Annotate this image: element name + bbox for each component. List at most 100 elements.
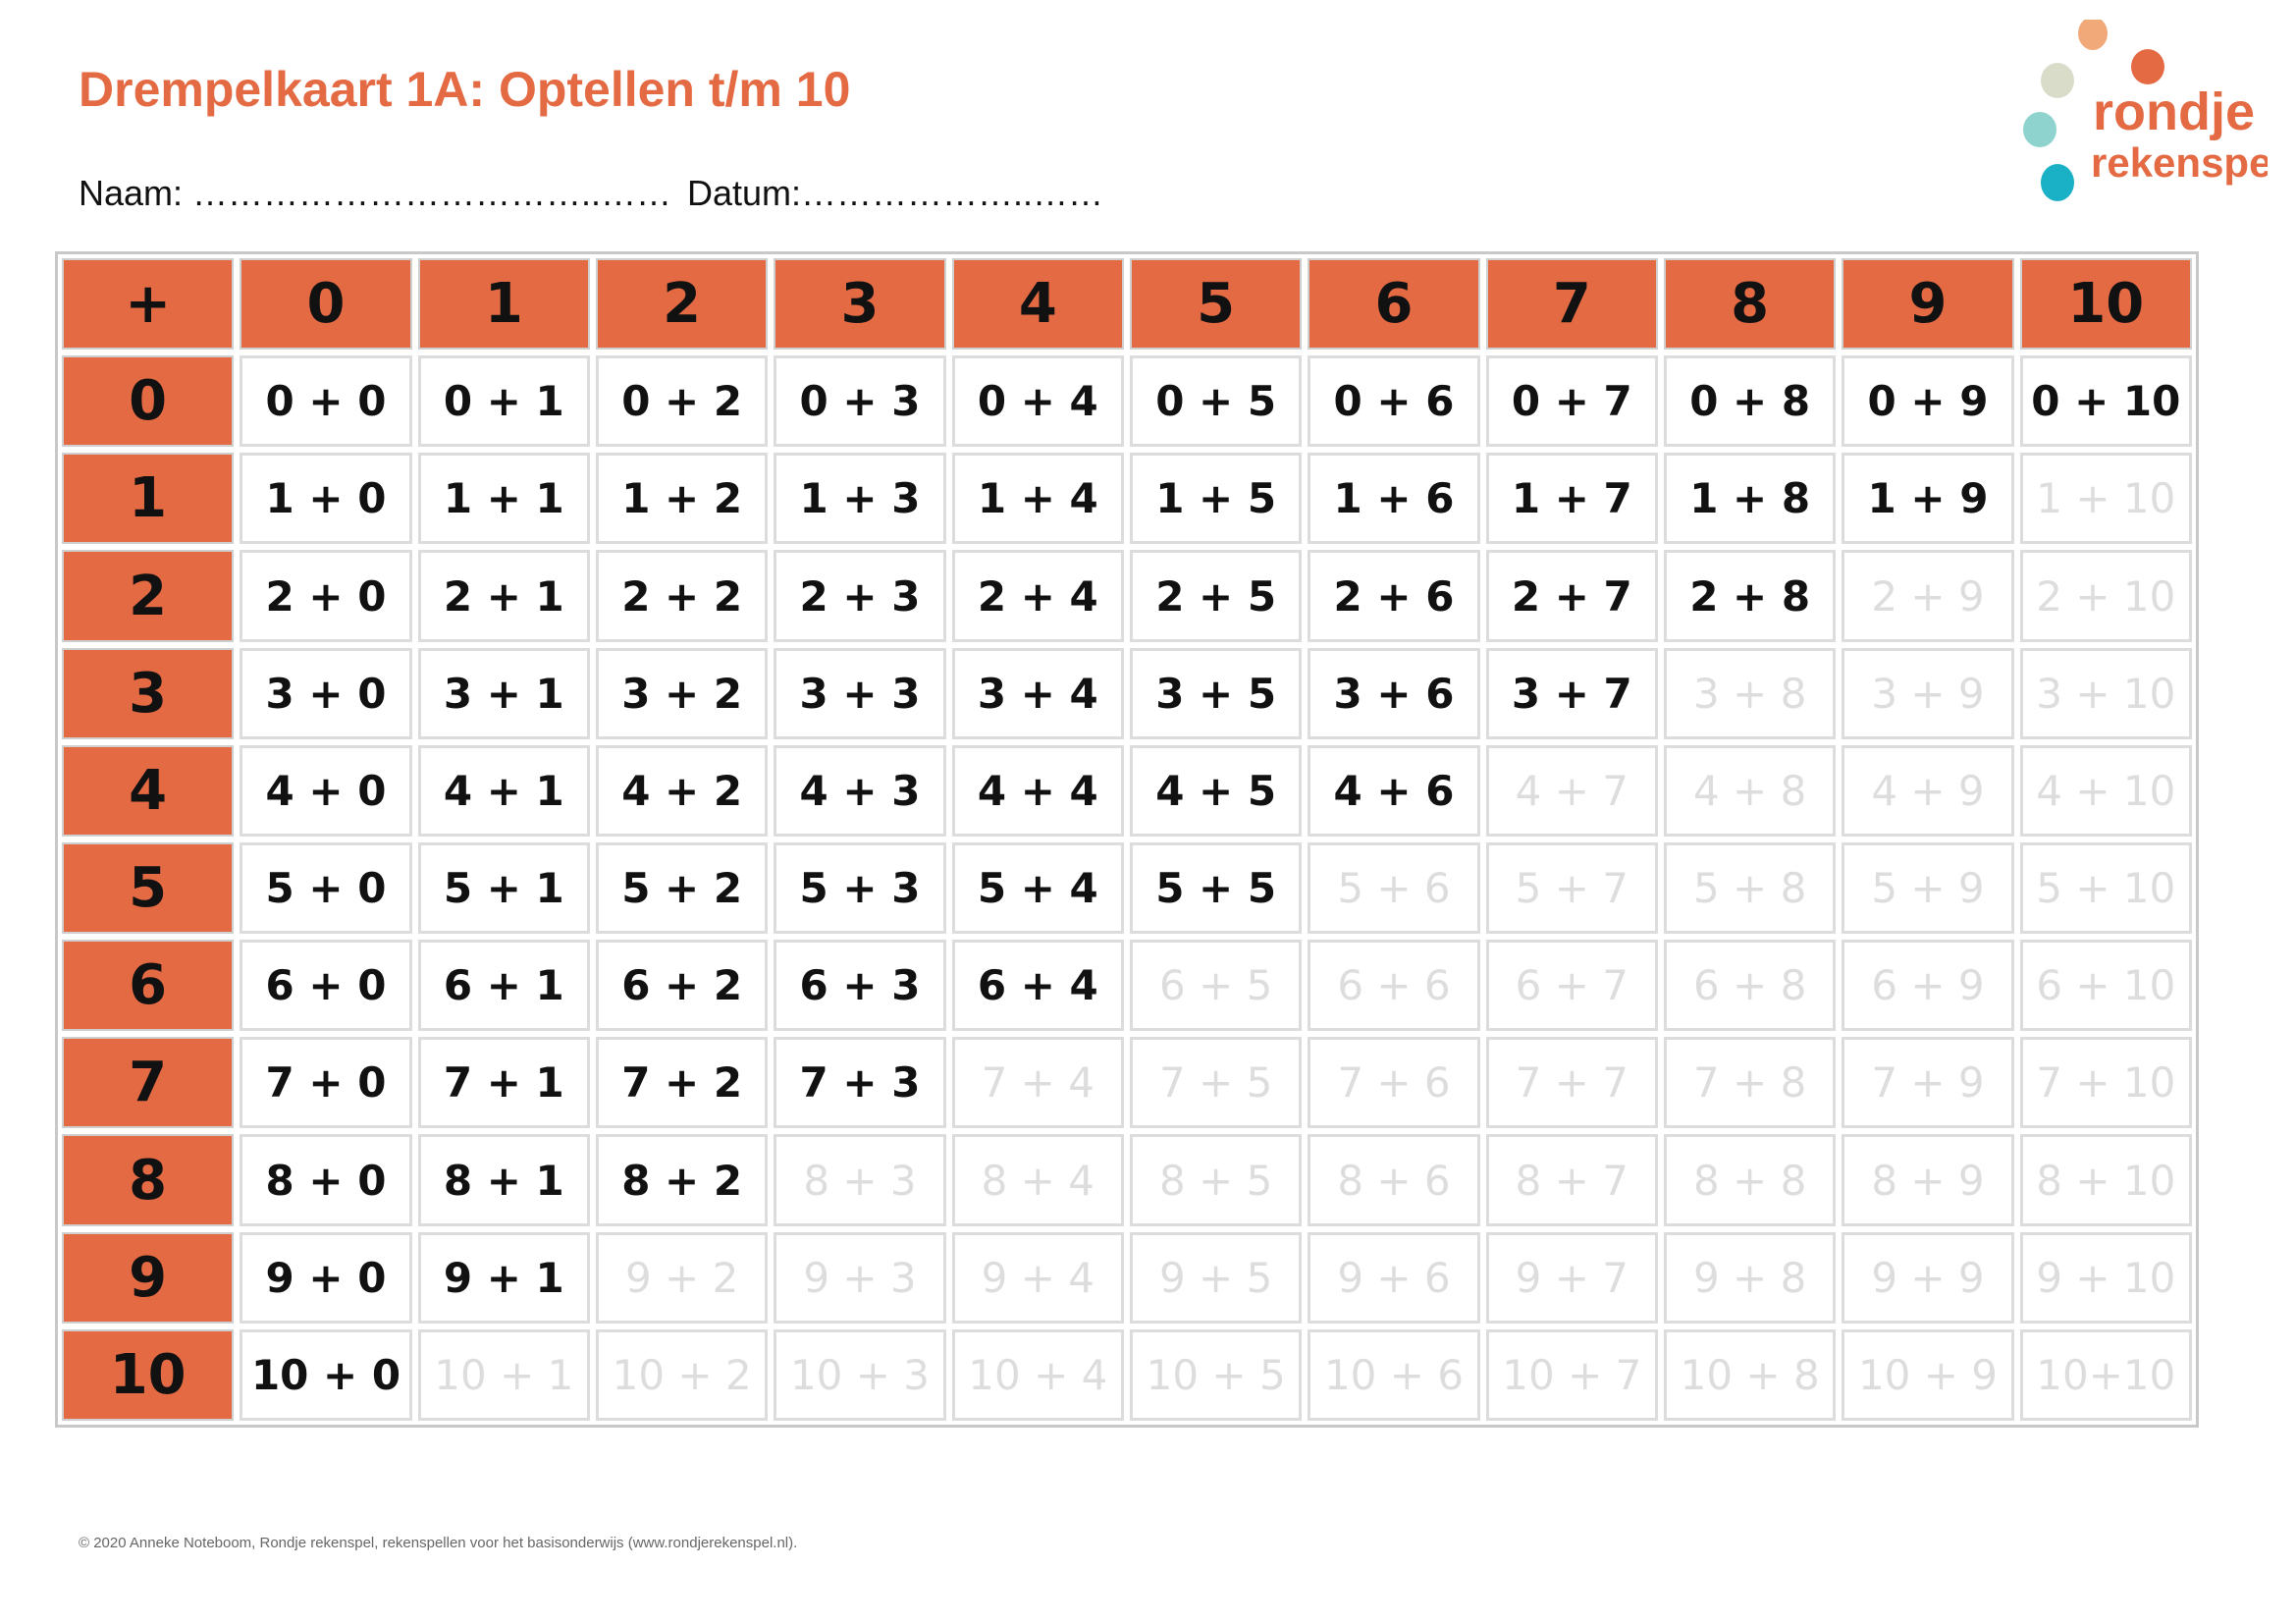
sum-cell-active: 0 + 1	[417, 355, 590, 448]
sum-cell-active: 1 + 1	[417, 453, 590, 545]
sum-cell-active: 2 + 2	[595, 550, 769, 642]
sum-cell-active: 3 + 7	[1485, 647, 1658, 739]
sum-cell-faded: 4 + 7	[1485, 744, 1658, 837]
sum-cell-faded: 7 + 9	[1842, 1037, 2014, 1129]
sum-cell-active: 5 + 0	[240, 841, 412, 935]
name-date-fields: Naam: ……………………………..…… Datum:………………..……	[79, 173, 1103, 214]
sum-cell-faded: 8 + 5	[1129, 1134, 1303, 1226]
sum-cell-faded: 3 + 8	[1663, 647, 1837, 739]
sum-cell-faded: 9 + 2	[595, 1231, 769, 1324]
column-header: 4	[951, 258, 1124, 351]
sum-cell-active: 4 + 6	[1308, 744, 1480, 837]
sum-cell-faded: 2 + 9	[1842, 550, 2014, 642]
page-title: Drempelkaart 1A: Optellen t/m 10	[79, 62, 851, 117]
row-header: 4	[62, 744, 235, 837]
sum-cell-faded: 7 + 5	[1129, 1037, 1303, 1129]
sum-cell-active: 1 + 4	[951, 453, 1124, 545]
logo-dot-beige	[2041, 63, 2074, 98]
sum-cell-active: 5 + 4	[951, 841, 1124, 935]
sum-cell-faded: 8 + 3	[774, 1134, 946, 1226]
sum-cell-active: 5 + 5	[1129, 841, 1303, 935]
row-header: 3	[62, 647, 235, 739]
sum-cell-active: 0 + 9	[1842, 355, 2014, 448]
sum-cell-active: 1 + 6	[1308, 453, 1480, 545]
sum-cell-faded: 9 + 9	[1842, 1231, 2014, 1324]
sum-cell-active: 4 + 3	[774, 744, 946, 837]
sum-cell-active: 0 + 3	[774, 355, 946, 448]
sum-cell-faded: 9 + 3	[774, 1231, 946, 1324]
sum-cell-active: 1 + 0	[240, 453, 412, 545]
sum-cell-active: 6 + 4	[951, 940, 1124, 1032]
column-header: 8	[1663, 258, 1837, 351]
row-header: 5	[62, 841, 235, 935]
row-header: 8	[62, 1134, 235, 1226]
row-header: 2	[62, 550, 235, 642]
logo-dot-teal	[2041, 164, 2074, 201]
sum-cell-active: 3 + 4	[951, 647, 1124, 739]
column-header: 10	[2019, 258, 2192, 351]
sum-cell-active: 7 + 1	[417, 1037, 590, 1129]
sum-cell-active: 1 + 8	[1663, 453, 1837, 545]
column-header: 3	[774, 258, 946, 351]
logo-dot-mint	[2023, 112, 2056, 147]
sum-cell-faded: 8 + 8	[1663, 1134, 1837, 1226]
sum-cell-faded: 9 + 10	[2019, 1231, 2192, 1324]
sum-cell-active: 4 + 1	[417, 744, 590, 837]
column-header: 7	[1485, 258, 1658, 351]
sum-cell-active: 3 + 1	[417, 647, 590, 739]
sum-cell-faded: 7 + 8	[1663, 1037, 1837, 1129]
sum-cell-active: 10 + 0	[240, 1328, 412, 1421]
naam-field: Naam: ……………………………..……	[79, 173, 672, 213]
sum-cell-faded: 4 + 9	[1842, 744, 2014, 837]
sum-cell-faded: 3 + 10	[2019, 647, 2192, 739]
sum-cell-active: 3 + 2	[595, 647, 769, 739]
sum-cell-faded: 8 + 10	[2019, 1134, 2192, 1226]
logo-dot-orange	[2131, 49, 2164, 84]
sum-cell-faded: 10+10	[2019, 1328, 2192, 1421]
sum-cell-faded: 9 + 4	[951, 1231, 1124, 1324]
sum-cell-faded: 1 + 10	[2019, 453, 2192, 545]
sum-cell-faded: 10 + 2	[595, 1328, 769, 1421]
sum-cell-active: 7 + 0	[240, 1037, 412, 1129]
sum-cell-active: 3 + 3	[774, 647, 946, 739]
sum-cell-active: 3 + 6	[1308, 647, 1480, 739]
row-header: 7	[62, 1037, 235, 1129]
sum-cell-active: 1 + 3	[774, 453, 946, 545]
logo-text-rondje: rondje	[2093, 82, 2255, 141]
sum-cell-active: 6 + 2	[595, 940, 769, 1032]
sum-cell-active: 1 + 9	[1842, 453, 2014, 545]
column-header: 9	[1842, 258, 2014, 351]
sum-cell-active: 4 + 2	[595, 744, 769, 837]
sum-cell-active: 0 + 0	[240, 355, 412, 448]
sum-cell-faded: 5 + 8	[1663, 841, 1837, 935]
sum-cell-active: 7 + 3	[774, 1037, 946, 1129]
column-header: 2	[595, 258, 769, 351]
sum-cell-faded: 7 + 10	[2019, 1037, 2192, 1129]
sum-cell-faded: 5 + 7	[1485, 841, 1658, 935]
sum-cell-faded: 6 + 7	[1485, 940, 1658, 1032]
column-header: 5	[1129, 258, 1303, 351]
sum-cell-faded: 4 + 8	[1663, 744, 1837, 837]
sum-cell-active: 9 + 0	[240, 1231, 412, 1324]
sum-cell-faded: 10 + 7	[1485, 1328, 1658, 1421]
sum-cell-faded: 7 + 4	[951, 1037, 1124, 1129]
sum-cell-faded: 8 + 6	[1308, 1134, 1480, 1226]
sum-cell-active: 2 + 4	[951, 550, 1124, 642]
sum-cell-faded: 4 + 10	[2019, 744, 2192, 837]
sum-cell-faded: 9 + 5	[1129, 1231, 1303, 1324]
sum-cell-active: 1 + 7	[1485, 453, 1658, 545]
sum-cell-active: 2 + 7	[1485, 550, 1658, 642]
sum-cell-faded: 8 + 9	[1842, 1134, 2014, 1226]
sum-cell-faded: 9 + 8	[1663, 1231, 1837, 1324]
row-header: 0	[62, 355, 235, 448]
sum-cell-active: 2 + 3	[774, 550, 946, 642]
sum-cell-active: 4 + 4	[951, 744, 1124, 837]
sum-cell-active: 4 + 5	[1129, 744, 1303, 837]
logo-text-rekenspel: rekenspel	[2091, 139, 2268, 186]
sum-cell-faded: 6 + 6	[1308, 940, 1480, 1032]
row-header: 1	[62, 453, 235, 545]
sum-cell-faded: 5 + 10	[2019, 841, 2192, 935]
sum-cell-active: 2 + 8	[1663, 550, 1837, 642]
column-header: 1	[417, 258, 590, 351]
